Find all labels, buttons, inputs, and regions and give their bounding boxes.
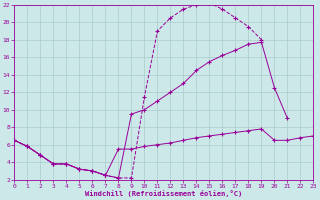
X-axis label: Windchill (Refroidissement éolien,°C): Windchill (Refroidissement éolien,°C): [85, 190, 243, 197]
